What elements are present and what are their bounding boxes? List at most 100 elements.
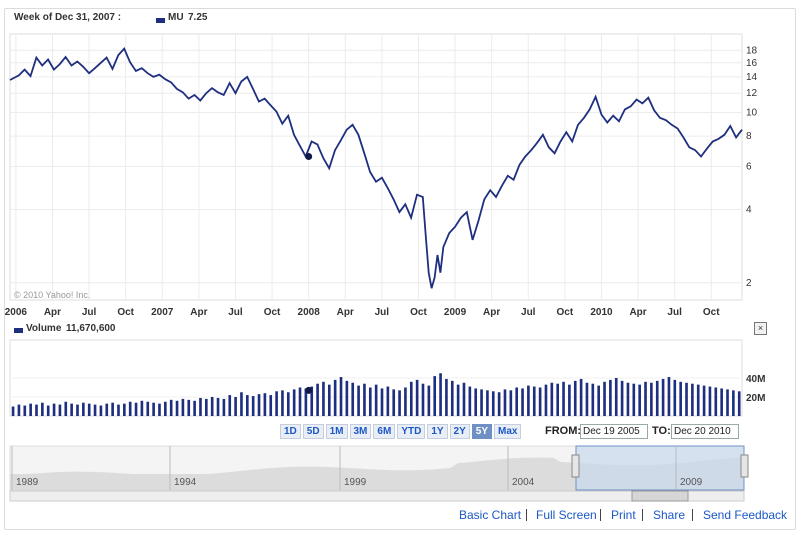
copyright-watermark: © 2010 Yahoo! Inc. [14,290,91,300]
range-button-5d[interactable]: 5D [302,424,324,439]
volume-bar [685,382,688,416]
x-tick-label: Apr [629,307,646,318]
volume-bar [46,405,50,416]
volume-bar [169,399,173,416]
volume-bar [339,377,343,416]
volume-bar [17,404,21,416]
volume-bar [210,397,214,416]
symbol-value: 7.25 [188,12,208,23]
volume-bar [345,380,349,416]
range-button-max[interactable]: Max [494,424,522,439]
volume-bar [351,382,355,416]
volume-bar [702,385,706,416]
x-tick-label: 2007 [151,307,174,318]
volume-tick-label: 20M [746,393,765,404]
send-feedback-link[interactable]: Send Feedback [703,508,788,522]
y-tick-label: 12 [746,88,758,99]
x-tick-label: 2008 [298,307,321,318]
to-date-input[interactable]: Dec 20 2010 [671,424,739,439]
from-date-input[interactable]: Dec 19 2005 [580,424,648,439]
volume-bar [228,395,232,416]
range-button-3m[interactable]: 3M [349,424,372,439]
volume-bar [737,391,741,416]
print-link[interactable]: Print [611,508,636,522]
footer-divider [526,509,527,521]
volume-bar [158,403,161,416]
volume-hover-marker [305,386,313,394]
volume-bar [644,381,647,416]
volume-bar [286,392,290,416]
volume-bar [304,388,308,416]
y-tick-label: 2 [746,278,752,289]
hover-marker [305,152,313,160]
navigator-year-label: 1999 [344,477,367,488]
volume-bar [298,387,302,416]
full-screen-link[interactable]: Full Screen [536,508,597,522]
volume-bar [562,381,565,416]
x-tick-label: Jul [667,307,682,318]
volume-bar [363,383,366,416]
volume-bar [181,398,185,416]
volume-bar [164,401,167,416]
volume-bar [76,404,79,416]
volume-bar [111,402,114,416]
x-tick-label: 2006 [5,307,28,318]
volume-bar [421,383,425,416]
from-label: FROM: [545,425,582,437]
y-tick-label: 6 [746,162,752,173]
volume-bar [87,403,91,416]
x-tick-label: Jul [228,307,243,318]
volume-bar [257,394,261,416]
basic-chart-link[interactable]: Basic Chart [459,508,522,522]
range-button-1m[interactable]: 1M [325,424,348,439]
y-tick-label: 16 [746,58,758,69]
close-icon[interactable]: × [754,322,767,335]
share-link[interactable]: Share [653,508,686,522]
volume-tick-label: 40M [746,374,765,385]
series-swatch [156,18,165,23]
volume-bar [380,388,384,416]
range-button-1y[interactable]: 1Y [427,424,448,439]
range-button-5y[interactable]: 5Y [471,424,493,439]
volume-bar [82,402,85,416]
volume-bar [404,387,407,416]
volume-bar [573,380,577,416]
range-button-2y[interactable]: 2Y [449,424,470,439]
volume-bar [521,388,524,416]
volume-bar [11,406,15,416]
volume-bar [128,401,132,416]
volume-bar [638,384,641,416]
volume-bar [503,389,507,416]
range-button-ytd[interactable]: YTD [397,424,426,439]
volume-bar [732,390,735,416]
volume-bar [123,403,126,416]
volume-bar [140,400,144,416]
volume-bar [117,404,120,416]
right-handle [740,454,749,478]
volume-bar [368,387,372,416]
volume-bar [673,379,677,416]
volume-bar [439,373,442,416]
volume-bar [427,385,431,416]
x-tick-label: Apr [483,307,500,318]
volume-bar [661,378,665,416]
volume-bar [597,385,600,416]
range-button-1d[interactable]: 1D [280,424,301,439]
volume-bar [603,381,606,416]
chart-frame [4,8,796,530]
volume-bar [445,378,448,416]
volume-bar [292,389,296,416]
volume-bar [708,386,712,416]
volume-bar [386,386,390,416]
volume-bar [275,391,278,416]
volume-bar [398,390,401,416]
volume-bar [245,395,249,416]
volume-bar [632,383,636,416]
volume-bar [23,405,27,416]
footer-divider [642,509,643,521]
volume-bar [35,404,38,416]
x-tick-label: Jul [82,307,97,318]
y-tick-label: 10 [746,108,758,119]
range-button-6m[interactable]: 6M [373,424,396,439]
